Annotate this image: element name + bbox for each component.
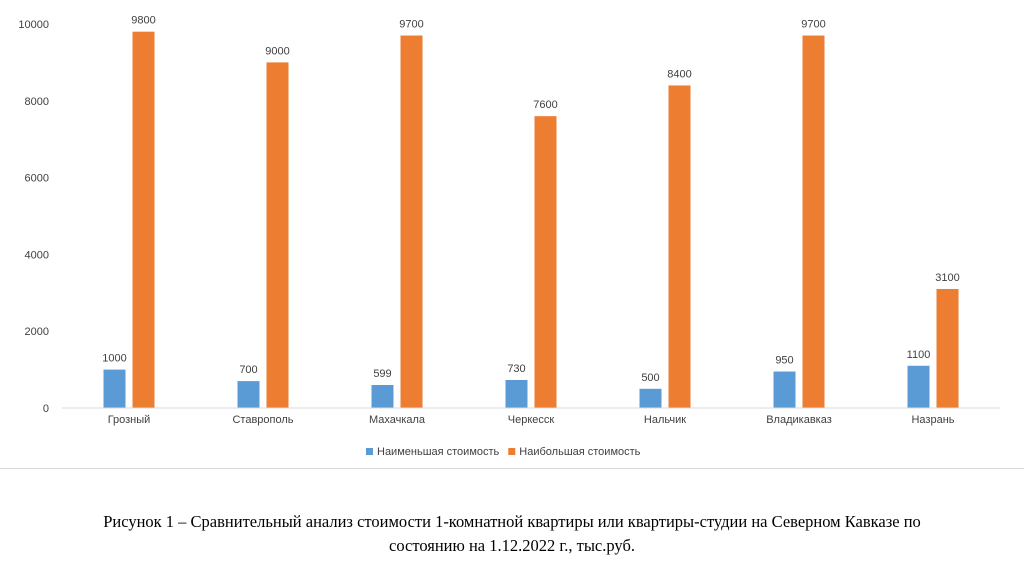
bar-max	[936, 288, 959, 408]
x-tick-label: Ставрополь	[232, 414, 293, 426]
y-tick-label: 2000	[25, 326, 49, 338]
bar-max	[132, 31, 155, 409]
y-tick-label: 0	[43, 403, 49, 415]
x-tick-label: Махачкала	[369, 414, 426, 426]
bar-chart: 0 2000 4000 6000 8000 10000 1000 9800 Грозный 700…	[18, 15, 1000, 458]
y-tick-label: 6000	[25, 173, 49, 185]
x-tick-label: Черкесск	[508, 414, 555, 426]
legend-swatch	[508, 448, 516, 455]
data-label: 3100	[935, 272, 959, 284]
bar-min	[639, 388, 662, 408]
bar-max	[534, 116, 557, 408]
caption-line-2: состоянию на 1.12.2022 г., тыс.руб.	[389, 536, 635, 555]
bar-max	[266, 62, 289, 409]
bar-min	[773, 371, 796, 408]
y-tick-label: 4000	[25, 249, 49, 261]
data-label: 1100	[907, 349, 931, 361]
x-tick-label: Назрань	[911, 414, 954, 426]
data-label: 9700	[399, 19, 423, 31]
bar-min	[371, 384, 394, 408]
figure-caption: Рисунок 1 – Сравнительный анализ стоимос…	[0, 510, 1024, 558]
data-label: 8400	[667, 68, 691, 80]
chart-frame: 0 2000 4000 6000 8000 10000 1000 9800 Грозный 700…	[0, 15, 1024, 469]
bar-max	[668, 85, 691, 408]
data-label: 730	[507, 363, 525, 375]
bar-min	[103, 369, 126, 408]
legend-label: Наибольшая стоимость	[519, 446, 640, 458]
legend-label: Наименьшая стоимость	[377, 446, 500, 458]
data-label: 950	[775, 355, 793, 367]
y-tick-label: 10000	[18, 19, 49, 31]
data-label: 700	[239, 364, 257, 376]
bar-min	[237, 381, 260, 408]
data-label: 9000	[265, 45, 289, 57]
data-label: 9700	[801, 19, 825, 31]
data-label: 9800	[131, 15, 155, 27]
y-tick-label: 8000	[25, 96, 49, 108]
bar-min	[907, 365, 930, 408]
x-tick-label: Владикавказ	[766, 414, 832, 426]
bar-min	[505, 379, 528, 408]
data-label: 7600	[533, 99, 557, 111]
x-tick-label: Нальчик	[644, 414, 686, 426]
bar-max	[400, 35, 423, 409]
caption-line-1: Рисунок 1 – Сравнительный анализ стоимос…	[103, 512, 921, 531]
data-label: 599	[373, 368, 391, 380]
x-tick-label: Грозный	[108, 414, 151, 426]
data-label: 500	[641, 372, 659, 384]
legend-swatch	[366, 448, 373, 455]
data-label: 1000	[102, 353, 126, 365]
bar-max	[802, 35, 825, 409]
